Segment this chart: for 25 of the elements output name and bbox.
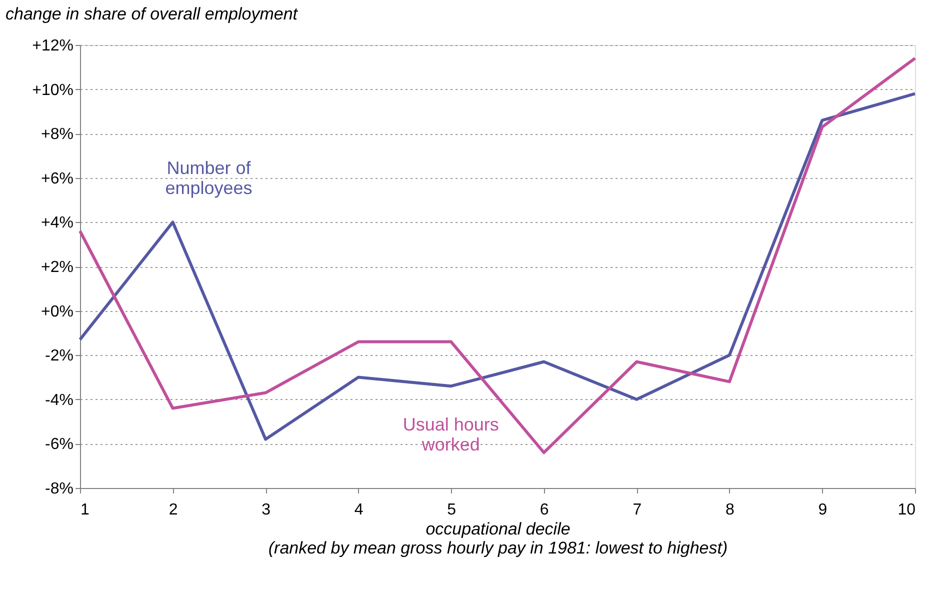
y-tick-label: -2% [45,348,74,365]
y-tick-label: -6% [45,436,74,454]
x-tick-label: 8 [725,502,734,518]
y-tick-label: +12% [32,38,74,54]
y-tick-label: -8% [45,480,74,498]
x-tick-label: 4 [354,502,364,518]
y-tick-label: +10% [32,82,74,99]
y-tick-label: +0% [41,303,74,320]
x-axis-title: occupational decile (ranked by mean gross hourly pay in 1981: lowest to highest) [268,520,728,558]
y-tick-label: +8% [41,126,74,144]
y-axis-title: change in share of overall employment [6,4,299,24]
x-tick-label: 3 [262,502,271,518]
y-tick-label: -4% [45,392,74,409]
x-tick-label: 9 [818,502,828,518]
x-tick-label: 10 [898,502,916,518]
y-tick-label: +2% [41,259,74,276]
y-tick-label: +6% [41,170,74,188]
y-tick-label: +4% [41,214,74,232]
x-tick-label: 5 [447,502,456,518]
x-tick-label: 1 [80,502,90,518]
x-tick-label: 6 [540,502,549,518]
series-label: Number of employees [165,158,252,198]
series-label: Usual hours worked [402,414,499,455]
x-tick-label: 2 [168,502,178,518]
x-tick-label: 7 [632,502,642,518]
